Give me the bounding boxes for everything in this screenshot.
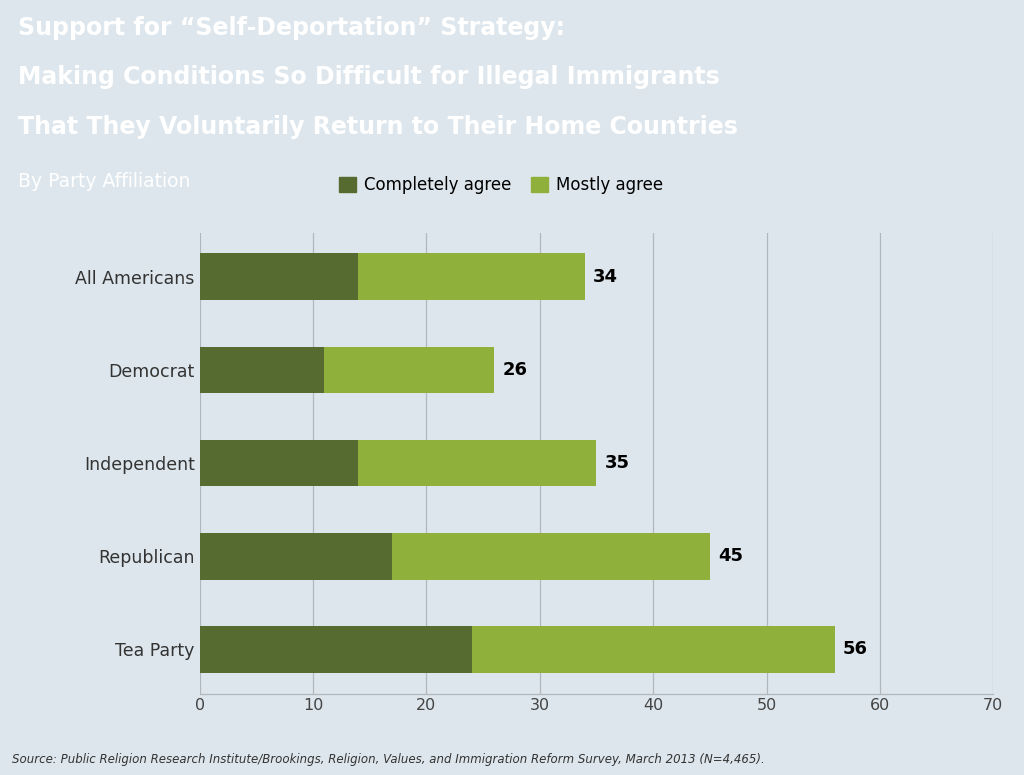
Text: 34: 34 <box>593 267 618 286</box>
Text: By Party Affiliation: By Party Affiliation <box>18 172 190 191</box>
Text: That They Voluntarily Return to Their Home Countries: That They Voluntarily Return to Their Ho… <box>18 115 738 139</box>
Bar <box>358 439 596 487</box>
Bar <box>200 439 358 487</box>
Text: 35: 35 <box>604 454 630 472</box>
Bar <box>200 253 358 300</box>
Bar <box>472 626 835 673</box>
Bar <box>200 346 325 393</box>
Text: 45: 45 <box>718 547 742 565</box>
Text: 26: 26 <box>503 361 527 379</box>
Text: Making Conditions So Difficult for Illegal Immigrants: Making Conditions So Difficult for Illeg… <box>18 65 720 89</box>
Text: 56: 56 <box>843 640 867 659</box>
Text: Source: Public Religion Research Institute/Brookings, Religion, Values, and Immi: Source: Public Religion Research Institu… <box>12 753 765 766</box>
Legend: Completely agree, Mostly agree: Completely agree, Mostly agree <box>333 170 670 201</box>
Text: Support for “Self-Deportation” Strategy:: Support for “Self-Deportation” Strategy: <box>18 16 565 40</box>
Bar <box>200 533 392 580</box>
Bar <box>325 346 495 393</box>
Bar <box>392 533 710 580</box>
Bar <box>358 253 585 300</box>
Bar <box>200 626 472 673</box>
